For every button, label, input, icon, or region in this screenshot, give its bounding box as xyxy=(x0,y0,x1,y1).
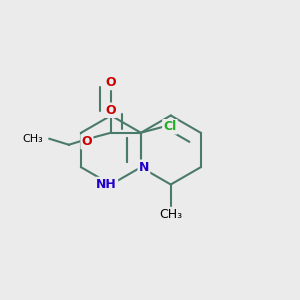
Text: O: O xyxy=(106,104,116,117)
Text: NH: NH xyxy=(96,178,117,191)
Text: Cl: Cl xyxy=(164,120,177,133)
Text: O: O xyxy=(82,135,92,148)
Text: CH₃: CH₃ xyxy=(22,134,44,144)
Text: N: N xyxy=(139,161,149,174)
Text: CH₃: CH₃ xyxy=(159,208,182,221)
Text: O: O xyxy=(106,76,116,89)
